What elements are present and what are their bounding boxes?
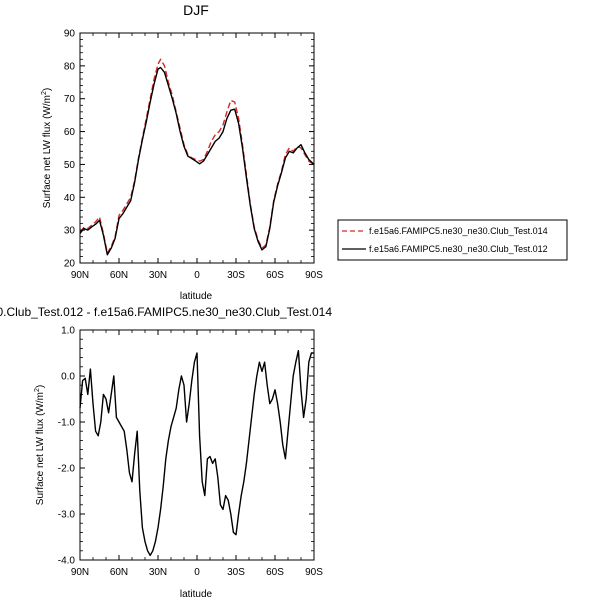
bot-y-tick-label: 1.0: [61, 326, 75, 337]
bottom-x-axis: 90N 60N 30N 0 30S 60S 90S: [71, 330, 323, 578]
top-x-tick-label: 90S: [305, 270, 323, 281]
top-x-tick-label: 30N: [149, 270, 167, 281]
top-y-tick-label: 70: [64, 94, 76, 105]
top-y-axis-label: Surface net LW flux (W/m2): [41, 88, 53, 208]
top-x-tick-label: 0: [194, 270, 200, 281]
bottom-x-axis-label: latitude: [180, 589, 213, 600]
top-y-tick-label: 30: [64, 226, 76, 237]
top-y-axis-label-close: ): [42, 88, 53, 91]
top-series-group: [79, 58, 315, 256]
top-chart-panel: DJF 20 30 40 50 60 70 80 90 90N 60N 30N 0 30S 60S 90S…: [41, 2, 568, 302]
top-x-tick-label: 60N: [110, 270, 128, 281]
top-series-line-0: [79, 58, 315, 254]
top-y-axis: 20 30 40 50 60 70 80 90: [64, 29, 314, 270]
top-y-tick-label: 60: [64, 127, 76, 138]
top-x-tick-label: 90N: [71, 270, 89, 281]
top-y-tick-label: 40: [64, 193, 76, 204]
top-series-line-1: [79, 66, 315, 256]
bot-y-tick-label: -3.0: [58, 510, 76, 521]
bot-x-tick-label: 90S: [305, 567, 323, 578]
top-y-tick-label: 90: [64, 29, 76, 40]
bottom-chart-title: f.e15a6.FAMIPC5.ne30_ne30.Club_Test.012 …: [0, 305, 332, 319]
top-x-axis: 90N 60N 30N 0 30S 60S 90S: [71, 33, 323, 281]
bottom-y-axis-label: Surface net LW flux (W/m2): [34, 385, 46, 505]
bottom-series-group: [79, 350, 314, 557]
top-y-axis-label-sup: 2: [41, 91, 48, 95]
bot-x-tick-label: 0: [194, 567, 200, 578]
bot-series-line-0: [79, 350, 314, 557]
bot-x-tick-label: 60N: [110, 567, 128, 578]
bot-x-tick-label: 60S: [266, 567, 284, 578]
bot-x-tick-label: 30S: [227, 567, 245, 578]
top-legend: f.e15a6.FAMIPC5.ne30_ne30.Club_Test.014 …: [337, 219, 568, 261]
top-x-axis-label: latitude: [180, 291, 213, 302]
bot-y-tick-label: 0.0: [61, 372, 75, 383]
top-x-tick-label: 60S: [266, 270, 284, 281]
legend-label-exp012: f.e15a6.FAMIPC5.ne30_ne30.Club_Test.012: [369, 244, 548, 254]
top-chart-title: DJF: [183, 2, 209, 18]
bottom-chart-panel: f.e15a6.FAMIPC5.ne30_ne30.Club_Test.012 …: [0, 305, 332, 600]
top-x-tick-label: 30S: [227, 270, 245, 281]
top-y-tick-label: 50: [64, 160, 76, 171]
top-plot-frame: [79, 32, 315, 264]
bottom-y-axis-label-sup: 2: [34, 388, 41, 392]
bot-x-tick-label: 90N: [71, 567, 89, 578]
bottom-y-axis-label-main: Surface net LW flux (W/m: [35, 392, 46, 505]
bottom-y-axis: -4.0 -3.0 -2.0 -1.0 0.0 1.0: [58, 326, 314, 567]
bot-y-tick-label: -2.0: [58, 464, 76, 475]
top-y-tick-label: 20: [64, 259, 76, 270]
top-y-tick-label: 80: [64, 61, 76, 72]
bot-y-tick-label: -4.0: [58, 556, 76, 567]
bottom-y-axis-label-close: ): [35, 385, 46, 388]
bot-y-tick-label: -1.0: [58, 418, 76, 429]
top-y-axis-label-main: Surface net LW flux (W/m: [42, 95, 53, 208]
legend-box: [337, 219, 568, 261]
legend-label-exp014: f.e15a6.FAMIPC5.ne30_ne30.Club_Test.014: [369, 226, 548, 236]
bot-x-tick-label: 30N: [149, 567, 167, 578]
